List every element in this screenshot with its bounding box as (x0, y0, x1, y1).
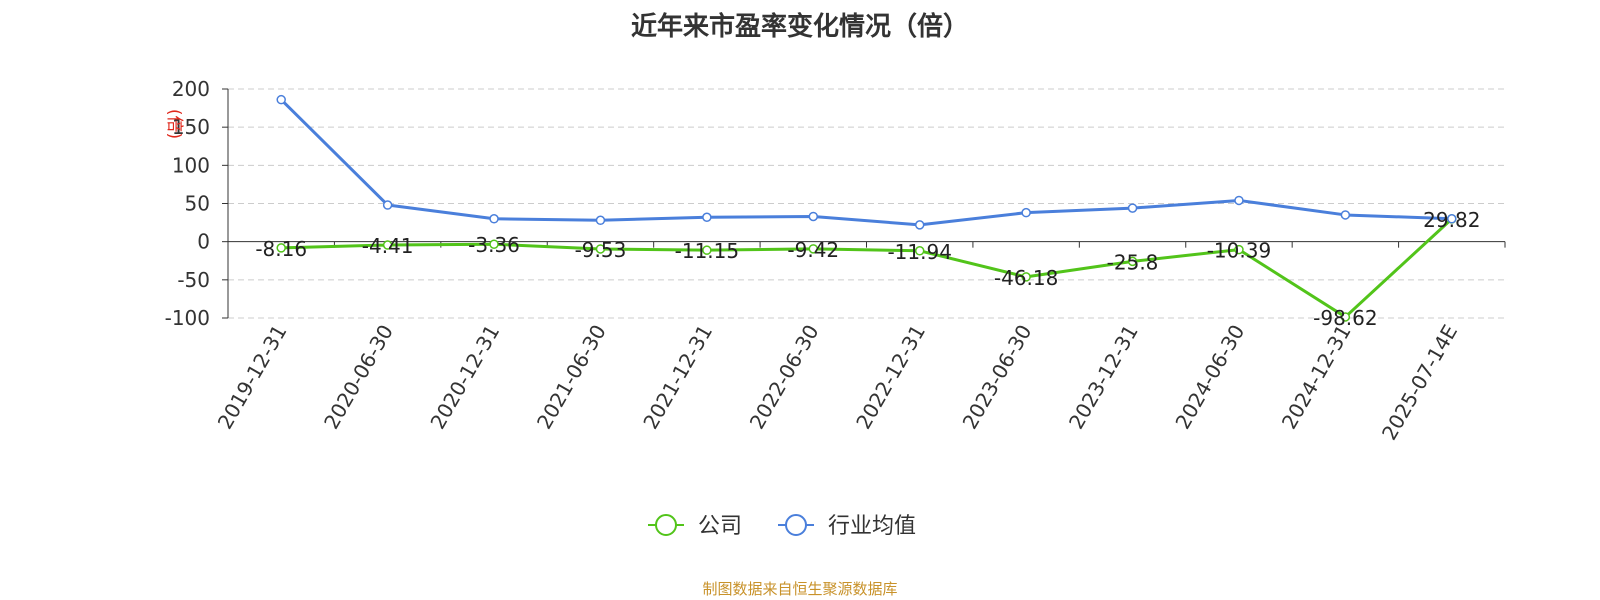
y-axis-unit-label: (倍) (164, 109, 184, 139)
data-label: -3.36 (468, 233, 520, 257)
company-point (702, 245, 712, 255)
industry-point (702, 212, 712, 222)
company-point (489, 239, 499, 249)
industry-point (914, 220, 925, 230)
x-tick-label: 2023-12-31 (1064, 321, 1143, 434)
industry-point (808, 211, 819, 222)
industry-point (382, 200, 393, 210)
company-point (276, 243, 286, 253)
industry-point (1340, 210, 1351, 220)
industry-line (280, 98, 1452, 227)
industry-point (1447, 214, 1457, 224)
data-label: -11.15 (675, 239, 739, 263)
data-labels: -8.16 -4.41 -3.36 -9.53 -11.15 -9.42 -11.94 -46… (255, 208, 1480, 330)
x-tick-label: 2023-06-30 (958, 321, 1037, 434)
data-label: -4.41 (362, 234, 414, 258)
x-tick-label: 2021-06-30 (532, 321, 611, 434)
legend: 公司 行业均值 (648, 514, 916, 539)
company-point (1340, 312, 1351, 322)
legend-item-company: 公司 (648, 514, 742, 539)
legend-marker (655, 514, 677, 536)
y-tick-label: -100 (165, 306, 210, 330)
company-line (281, 217, 1453, 319)
company-point (595, 244, 606, 254)
industry-point (1021, 207, 1031, 218)
y-tick-label: 200 (172, 77, 210, 101)
industry-point (1127, 203, 1138, 213)
legend-label: 行业均值 (828, 514, 916, 539)
data-label: -9.42 (787, 238, 839, 262)
data-label: -8.16 (255, 237, 307, 261)
data-label: -98.62 (1313, 306, 1377, 330)
x-tick-label: 2020-12-31 (425, 321, 504, 434)
data-label: -25.8 (1107, 250, 1159, 274)
industry-point (276, 94, 286, 105)
company-point (1234, 244, 1244, 255)
x-tick-label: 2024-12-31 (1277, 321, 1356, 434)
y-tick-label: 100 (172, 153, 210, 177)
company-point (808, 244, 819, 254)
industry-point (595, 215, 606, 226)
data-label: -9.53 (575, 238, 627, 262)
y-tick-label: 0 (197, 230, 210, 254)
series (276, 94, 1457, 322)
legend-label: 公司 (698, 514, 742, 539)
x-tick-label: 2024-06-30 (1170, 321, 1249, 434)
data-label: -10.39 (1207, 239, 1271, 263)
x-tick-label: 2022-12-31 (851, 321, 930, 434)
y-tick-label: -50 (177, 268, 210, 292)
industry-point (1234, 195, 1244, 206)
y-tick-label: 50 (185, 192, 210, 216)
data-label: -46.18 (994, 266, 1058, 290)
x-tick-label: 2022-06-30 (745, 321, 824, 434)
company-point (382, 240, 393, 250)
x-tick-label: 2019-12-31 (213, 321, 292, 434)
data-source-note: 制图数据来自恒生聚源数据库 (702, 580, 898, 598)
data-label: -11.94 (887, 240, 951, 264)
industry-point (489, 214, 499, 224)
data-label: 29.82 (1423, 208, 1480, 232)
company-point (1021, 272, 1031, 282)
grid-lines (228, 88, 1505, 319)
chart-title: 近年来市盈率变化情况（倍） (630, 12, 969, 42)
company-point (914, 246, 925, 256)
y-tick-label: 150 (172, 115, 210, 139)
legend-item-industry: 行业均值 (778, 514, 916, 539)
x-tick-label: 2025-07-14E (1377, 321, 1462, 445)
x-tick-label: 2020-06-30 (319, 321, 398, 434)
legend-marker (785, 514, 807, 536)
company-point (1127, 256, 1138, 267)
x-tick-label: 2021-12-31 (638, 321, 717, 434)
